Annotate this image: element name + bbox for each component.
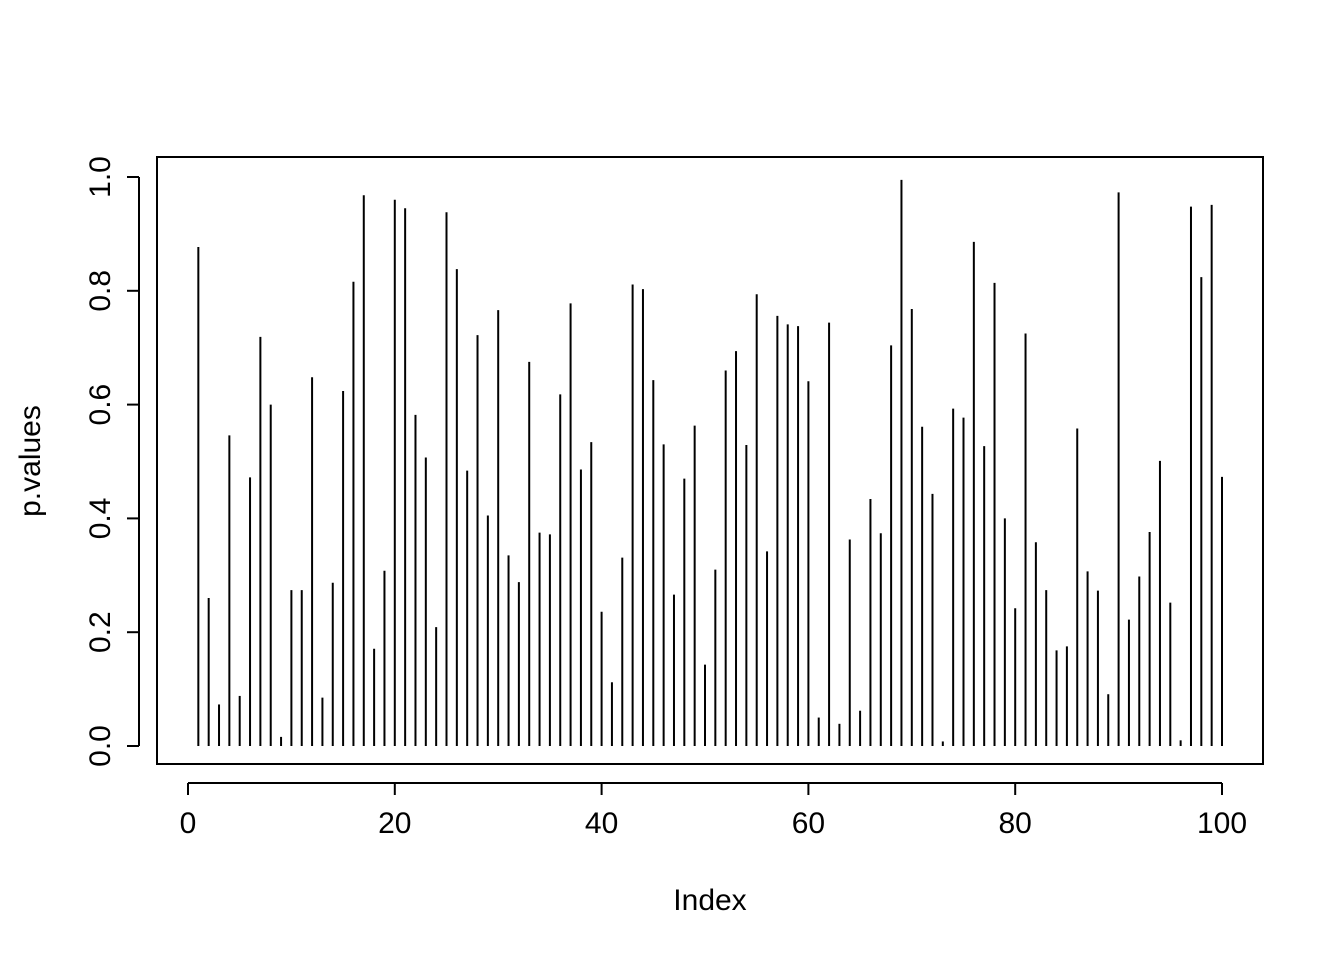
x-axis-label: Index (673, 884, 746, 917)
y-tick-label-0.8: 0.8 (84, 270, 117, 312)
bars-group (197, 179, 1223, 746)
x-tick-label-20: 20 (378, 807, 411, 840)
x-tick-label-100: 100 (1197, 807, 1247, 840)
plot-frame (156, 156, 1264, 765)
x-tick-label-60: 60 (792, 807, 825, 840)
y-tick-label-0.0: 0.0 (84, 725, 117, 767)
y-tick-label-0.4: 0.4 (84, 498, 117, 540)
x-axis: 0 20 40 60 80 100 (180, 782, 1247, 840)
x-tick-label-0: 0 (180, 807, 197, 840)
y-axis: 0.0 0.2 0.4 0.6 0.8 1.0 (84, 156, 140, 767)
x-tick-label-80: 80 (999, 807, 1032, 840)
y-axis-label: p.values (14, 405, 47, 517)
y-tick-label-1.0: 1.0 (84, 156, 117, 198)
y-tick-label-0.2: 0.2 (84, 611, 117, 653)
y-tick-label-0.6: 0.6 (84, 384, 117, 426)
x-tick-label-40: 40 (585, 807, 618, 840)
